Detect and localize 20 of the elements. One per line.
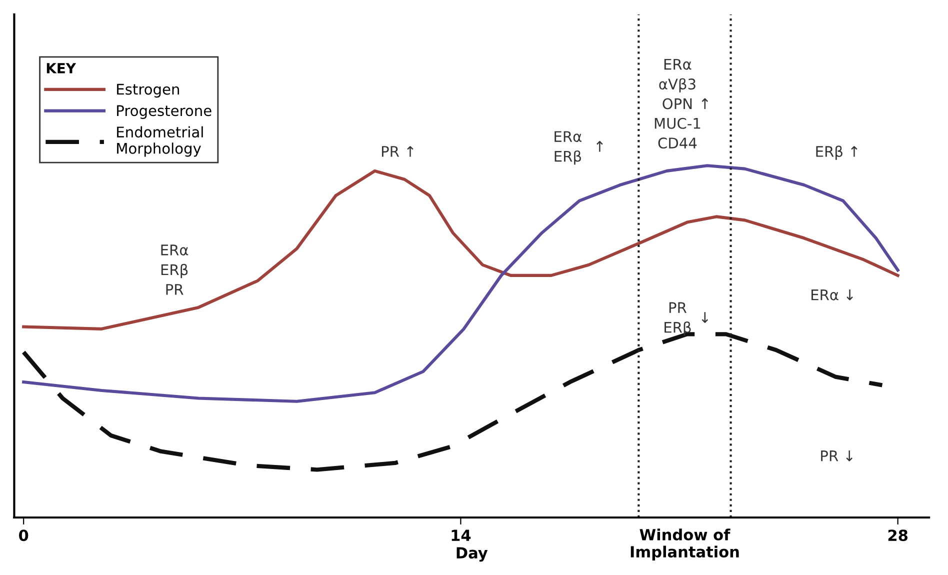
- text: PR ↑: [382, 146, 414, 157]
- annotation: PR ↓: [821, 450, 852, 462]
- x-tick-label: 28: [888, 530, 908, 542]
- annotation: PR ERβ: [664, 302, 691, 336]
- text: ERβ ↑: [816, 146, 858, 160]
- x-axis-title: Day: [456, 547, 488, 562]
- x-tick-label: 14: [452, 530, 471, 541]
- text: ↑: [702, 98, 708, 109]
- annotation: ERα ERβ PR: [161, 244, 188, 295]
- legend-label: Endometrial Morphology: [117, 126, 203, 157]
- legend-title: KEY: [46, 63, 76, 74]
- legend-label: Estrogen: [117, 84, 179, 98]
- ref-line-label: Window of Implantation: [630, 528, 739, 561]
- text: ↑: [596, 141, 603, 152]
- text: ERα ERβ: [554, 131, 582, 165]
- x-tick-label: 0: [19, 530, 28, 542]
- annotation: ↓: [702, 312, 708, 323]
- annotation: ERα ↓: [812, 290, 853, 300]
- text: ERα αVβ3 OPN MUC-1 CD44: [654, 58, 700, 149]
- legend-label: Progesterone: [117, 105, 212, 119]
